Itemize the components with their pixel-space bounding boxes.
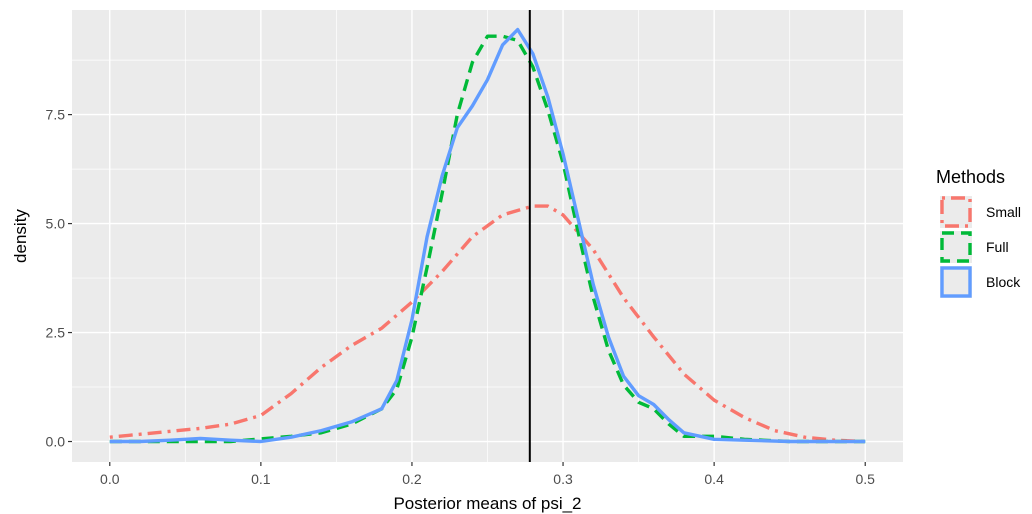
y-tick-label: 0.0 [46, 434, 66, 450]
x-tick-label: 0.1 [251, 471, 271, 487]
legend-key-full [940, 231, 972, 263]
legend-key-bg [940, 266, 972, 298]
x-tick-label: 0.5 [855, 471, 875, 487]
x-axis-ticks: 0.0 0.1 0.2 0.3 0.4 0.5 [100, 462, 875, 487]
legend-key-bg [940, 231, 972, 263]
x-tick-label: 0.0 [100, 471, 120, 487]
series-line-small [109, 204, 866, 444]
legend-key-small [940, 196, 972, 228]
x-tick-label: 0.2 [402, 471, 422, 487]
x-tick-label: 0.3 [553, 471, 573, 487]
legend-label-small: Small [986, 204, 1021, 220]
legend-label-full: Full [986, 239, 1009, 255]
y-tick-label: 2.5 [46, 325, 66, 341]
legend-title: Methods [936, 167, 1005, 187]
legend-label-block: Block [986, 274, 1021, 290]
y-axis-ticks: 0.0 2.5 5.0 7.5 [46, 107, 72, 450]
legend-key-bg [940, 196, 972, 228]
legend: Methods Small Full Block [936, 167, 1021, 298]
series-line-block [109, 27, 866, 444]
x-axis-title: Posterior means of psi_2 [393, 494, 581, 513]
y-tick-label: 7.5 [46, 107, 66, 123]
y-tick-label: 5.0 [46, 216, 66, 232]
series-lines [109, 27, 866, 444]
series-line-full [109, 34, 866, 444]
x-tick-label: 0.4 [704, 471, 724, 487]
legend-key-block [940, 266, 972, 298]
minor-gridlines [72, 10, 903, 462]
y-axis-title: density [11, 209, 30, 263]
